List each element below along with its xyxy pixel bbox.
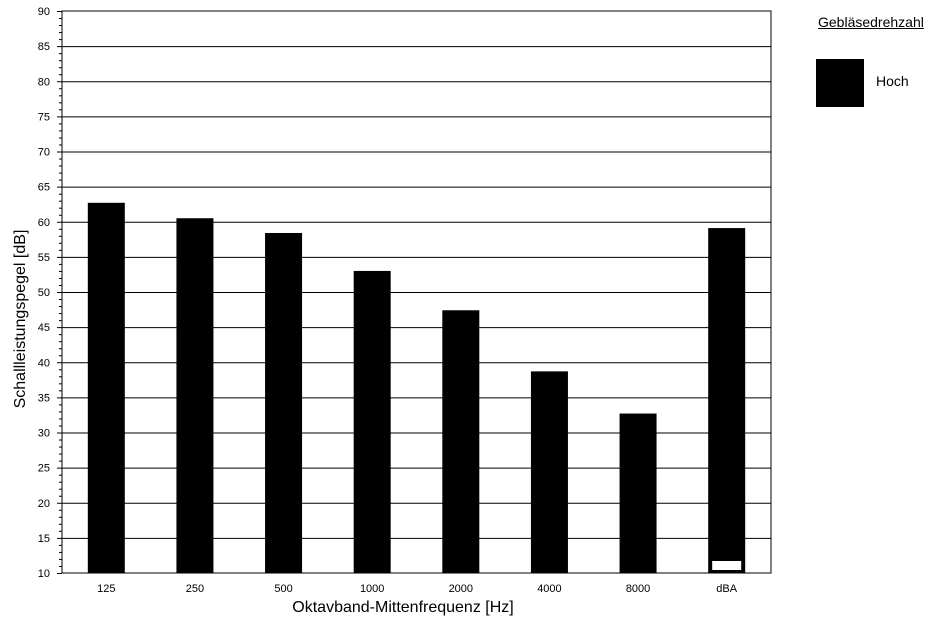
- bar: [265, 232, 303, 574]
- y-tick-label: 85: [38, 41, 50, 53]
- y-tick-label: 80: [38, 76, 50, 88]
- legend-title: Gebläsedrehzahl: [818, 14, 924, 30]
- x-tick-label: 125: [97, 583, 115, 595]
- y-tick-label: 65: [38, 182, 50, 194]
- y-tick-label: 50: [38, 287, 50, 299]
- y-tick-label: 25: [38, 463, 50, 475]
- y-tick-label: 35: [38, 392, 50, 404]
- x-axis-label: Oktavband-Mittenfrequenz [Hz]: [292, 599, 513, 616]
- x-tick-label: 4000: [537, 583, 561, 595]
- y-tick-label: 90: [38, 6, 50, 18]
- legend-entry: Hoch: [816, 59, 946, 107]
- x-tick-label: 250: [186, 583, 204, 595]
- bar: [176, 218, 214, 574]
- grid-lines: [57, 10, 772, 574]
- y-tick-label: 45: [38, 322, 50, 334]
- bar: [619, 413, 657, 573]
- y-tick-label: 30: [38, 428, 50, 440]
- x-tick-label: dBA: [716, 583, 737, 595]
- bar-inset: [712, 561, 742, 570]
- y-tick-label: 20: [38, 498, 50, 510]
- x-tick-label: 500: [274, 583, 292, 595]
- y-tick-label: 10: [38, 568, 50, 580]
- bar: [442, 310, 480, 573]
- y-tick-label: 70: [38, 147, 50, 159]
- x-tick-label: 1000: [360, 583, 384, 595]
- bar: [530, 371, 568, 573]
- x-tick-label: 2000: [449, 583, 473, 595]
- legend: Gebläsedrehzahl Hoch: [816, 14, 951, 107]
- y-axis-label: Schallleistungspegel [dB]: [12, 230, 29, 409]
- y-tick-label: 15: [38, 533, 50, 545]
- y-tick-label: 40: [38, 357, 50, 369]
- bar: [353, 270, 391, 573]
- y-tick-label: 75: [38, 111, 50, 123]
- legend-label: Hoch: [876, 73, 909, 89]
- bars: [87, 202, 746, 574]
- x-tick-labels: 125 250 500 1000 2000 4000 8000 dBA: [97, 583, 738, 595]
- y-tick-labels: 10 15 20 25 30 35 40 45 50 55 60 65 70 75 80 85 90: [38, 6, 50, 580]
- bar: [87, 202, 125, 573]
- x-tick-label: 8000: [626, 583, 650, 595]
- bar: [708, 228, 746, 573]
- y-tick-label: 55: [38, 252, 50, 264]
- y-tick-label: 60: [38, 217, 50, 229]
- legend-swatch: [816, 59, 864, 107]
